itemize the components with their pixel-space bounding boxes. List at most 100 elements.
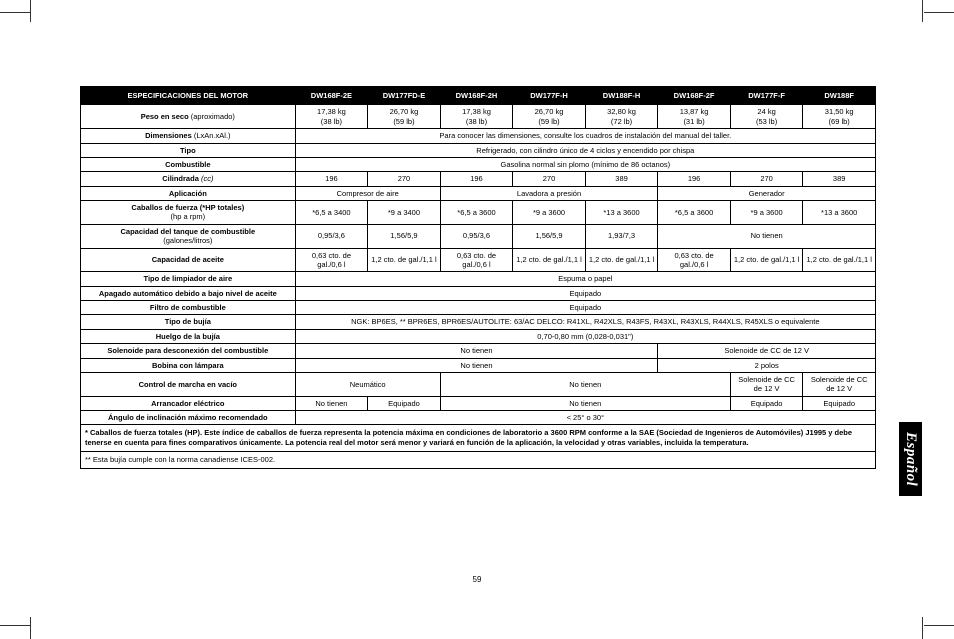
- row-label: Tipo de limpiador de aire: [81, 272, 296, 286]
- cell: No tienen: [295, 396, 368, 410]
- row-weight: Peso en seco (aproximado) 17,38 kg(38 lb…: [81, 105, 876, 129]
- cell: 24 kg(53 lb): [730, 105, 803, 129]
- cell: 0,95/3,6: [295, 224, 368, 248]
- cell: *9 a 3600: [730, 201, 803, 225]
- row-idle: Control de marcha en vacío Neumático No …: [81, 372, 876, 396]
- cell: 196: [658, 172, 731, 186]
- row-fuel-filter: Filtro de combustible Equipado: [81, 301, 876, 315]
- row-label: Arrancador eléctrico: [81, 396, 296, 410]
- cell: Equipado: [803, 396, 876, 410]
- model-col: DW188F: [803, 87, 876, 105]
- row-air: Tipo de limpiador de aire Espuma o papel: [81, 272, 876, 286]
- row-label: Capacidad del tanque de combustible(galo…: [81, 224, 296, 248]
- cell: < 25° o 30°: [295, 411, 875, 425]
- cell: Refrigerado, con cilindro único de 4 cic…: [295, 143, 875, 157]
- cell: Equipado: [368, 396, 441, 410]
- cell: *13 a 3600: [585, 201, 658, 225]
- row-label: Apagado automático debido a bajo nivel d…: [81, 286, 296, 300]
- cell: No tienen: [658, 224, 876, 248]
- row-label: Capacidad de aceite: [81, 248, 296, 272]
- model-col: DW177F-H: [513, 87, 586, 105]
- language-tab: Español: [899, 422, 922, 496]
- row-starter: Arrancador eléctrico No tienen Equipado …: [81, 396, 876, 410]
- row-label: Aplicación: [81, 186, 296, 200]
- footnote-a: * Caballos de fuerza totales (HP). Este …: [81, 425, 876, 452]
- cell: 13,87 kg(31 lb): [658, 105, 731, 129]
- model-col: DW177FD-E: [368, 87, 441, 105]
- model-col: DW177F-F: [730, 87, 803, 105]
- cell: Solenoide de CC de 12 V: [730, 372, 803, 396]
- cell: 196: [440, 172, 513, 186]
- cell: Compresor de aire: [295, 186, 440, 200]
- row-oil: Capacidad de aceite 0,63 cto. de gal./0,…: [81, 248, 876, 272]
- cell: 389: [585, 172, 658, 186]
- cell: No tienen: [440, 396, 730, 410]
- cell: Solenoide de CC de 12 V: [803, 372, 876, 396]
- cell: *6,5 a 3600: [658, 201, 731, 225]
- model-col: DW168F-2F: [658, 87, 731, 105]
- cell: 196: [295, 172, 368, 186]
- row-label: Cilindrada (cc): [81, 172, 296, 186]
- cell: 31,50 kg(69 lb): [803, 105, 876, 129]
- cell: Gasolina normal sin plomo (mínimo de 86 …: [295, 157, 875, 171]
- spec-table: ESPECIFICACIONES DEL MOTOR DW168F-2E DW1…: [80, 86, 876, 469]
- row-label: Control de marcha en vacío: [81, 372, 296, 396]
- cell: 1,2 cto. de gal./1,1 l: [803, 248, 876, 272]
- cell: No tienen: [295, 344, 658, 358]
- cell: 32,80 kg(72 lb): [585, 105, 658, 129]
- row-label: Huelgo de la bujía: [81, 329, 296, 343]
- row-label: Tipo: [81, 143, 296, 157]
- row-gap: Huelgo de la bujía 0,70-0,80 mm (0,028-0…: [81, 329, 876, 343]
- cell: *9 a 3400: [368, 201, 441, 225]
- cell: 17,38 kg(38 lb): [295, 105, 368, 129]
- row-shutdown: Apagado automático debido a bajo nivel d…: [81, 286, 876, 300]
- cell: Equipado: [295, 301, 875, 315]
- cell: 1,2 cto. de gal./1,1 l: [730, 248, 803, 272]
- cell: 1,2 cto. de gal./1,1 l: [585, 248, 658, 272]
- row-label: Bobina con lámpara: [81, 358, 296, 372]
- row-combustible: Combustible Gasolina normal sin plomo (m…: [81, 157, 876, 171]
- cell: 1,56/5,9: [368, 224, 441, 248]
- row-angle: Ángulo de inclinación máximo recomendado…: [81, 411, 876, 425]
- cell: 26,70 kg(59 lb): [513, 105, 586, 129]
- cell: 270: [368, 172, 441, 186]
- model-col: DW168F-2H: [440, 87, 513, 105]
- cell: 17,38 kg(38 lb): [440, 105, 513, 129]
- cell: 0,63 cto. de gal./0,6 l: [440, 248, 513, 272]
- cell: 1,56/5,9: [513, 224, 586, 248]
- spec-table-container: ESPECIFICACIONES DEL MOTOR DW168F-2E DW1…: [80, 86, 876, 469]
- cell: Solenoide de CC de 12 V: [658, 344, 876, 358]
- row-label: Ángulo de inclinación máximo recomendado: [81, 411, 296, 425]
- row-label: Dimensiones (LxAn.xAl.): [81, 129, 296, 143]
- cell: 1,93/7,3: [585, 224, 658, 248]
- header-title: ESPECIFICACIONES DEL MOTOR: [81, 87, 296, 105]
- footnote-b: ** Esta bujía cumple con la norma canadi…: [81, 451, 876, 468]
- row-tank: Capacidad del tanque de combustible(galo…: [81, 224, 876, 248]
- cell: Equipado: [295, 286, 875, 300]
- header-row: ESPECIFICACIONES DEL MOTOR DW168F-2E DW1…: [81, 87, 876, 105]
- cell: *9 a 3600: [513, 201, 586, 225]
- cell: No tienen: [440, 372, 730, 396]
- cell: 389: [803, 172, 876, 186]
- cell: NGK: BP6ES, ** BPR6ES, BPR6ES/AUTOLITE: …: [295, 315, 875, 329]
- row-hp: Caballos de fuerza (*HP totales)(hp a rp…: [81, 201, 876, 225]
- page-number: 59: [0, 575, 954, 584]
- row-coil: Bobina con lámpara No tienen 2 polos: [81, 358, 876, 372]
- row-label: Caballos de fuerza (*HP totales)(hp a rp…: [81, 201, 296, 225]
- cell: 0,70-0,80 mm (0,028-0,031"): [295, 329, 875, 343]
- cell: 0,63 cto. de gal./0,6 l: [295, 248, 368, 272]
- row-label: Tipo de bujía: [81, 315, 296, 329]
- cell: Para conocer las dimensiones, consulte l…: [295, 129, 875, 143]
- model-col: DW168F-2E: [295, 87, 368, 105]
- cell: Generador: [658, 186, 876, 200]
- model-col: DW188F-H: [585, 87, 658, 105]
- row-label: Peso en seco (aproximado): [81, 105, 296, 129]
- row-label: Combustible: [81, 157, 296, 171]
- row-dimensions: Dimensiones (LxAn.xAl.) Para conocer las…: [81, 129, 876, 143]
- cell: 1,2 cto. de gal./1,1 l: [368, 248, 441, 272]
- cell: 2 polos: [658, 358, 876, 372]
- row-footnote-b: ** Esta bujía cumple con la norma canadi…: [81, 451, 876, 468]
- cell: 0,95/3,6: [440, 224, 513, 248]
- cell: 270: [513, 172, 586, 186]
- cell: *13 a 3600: [803, 201, 876, 225]
